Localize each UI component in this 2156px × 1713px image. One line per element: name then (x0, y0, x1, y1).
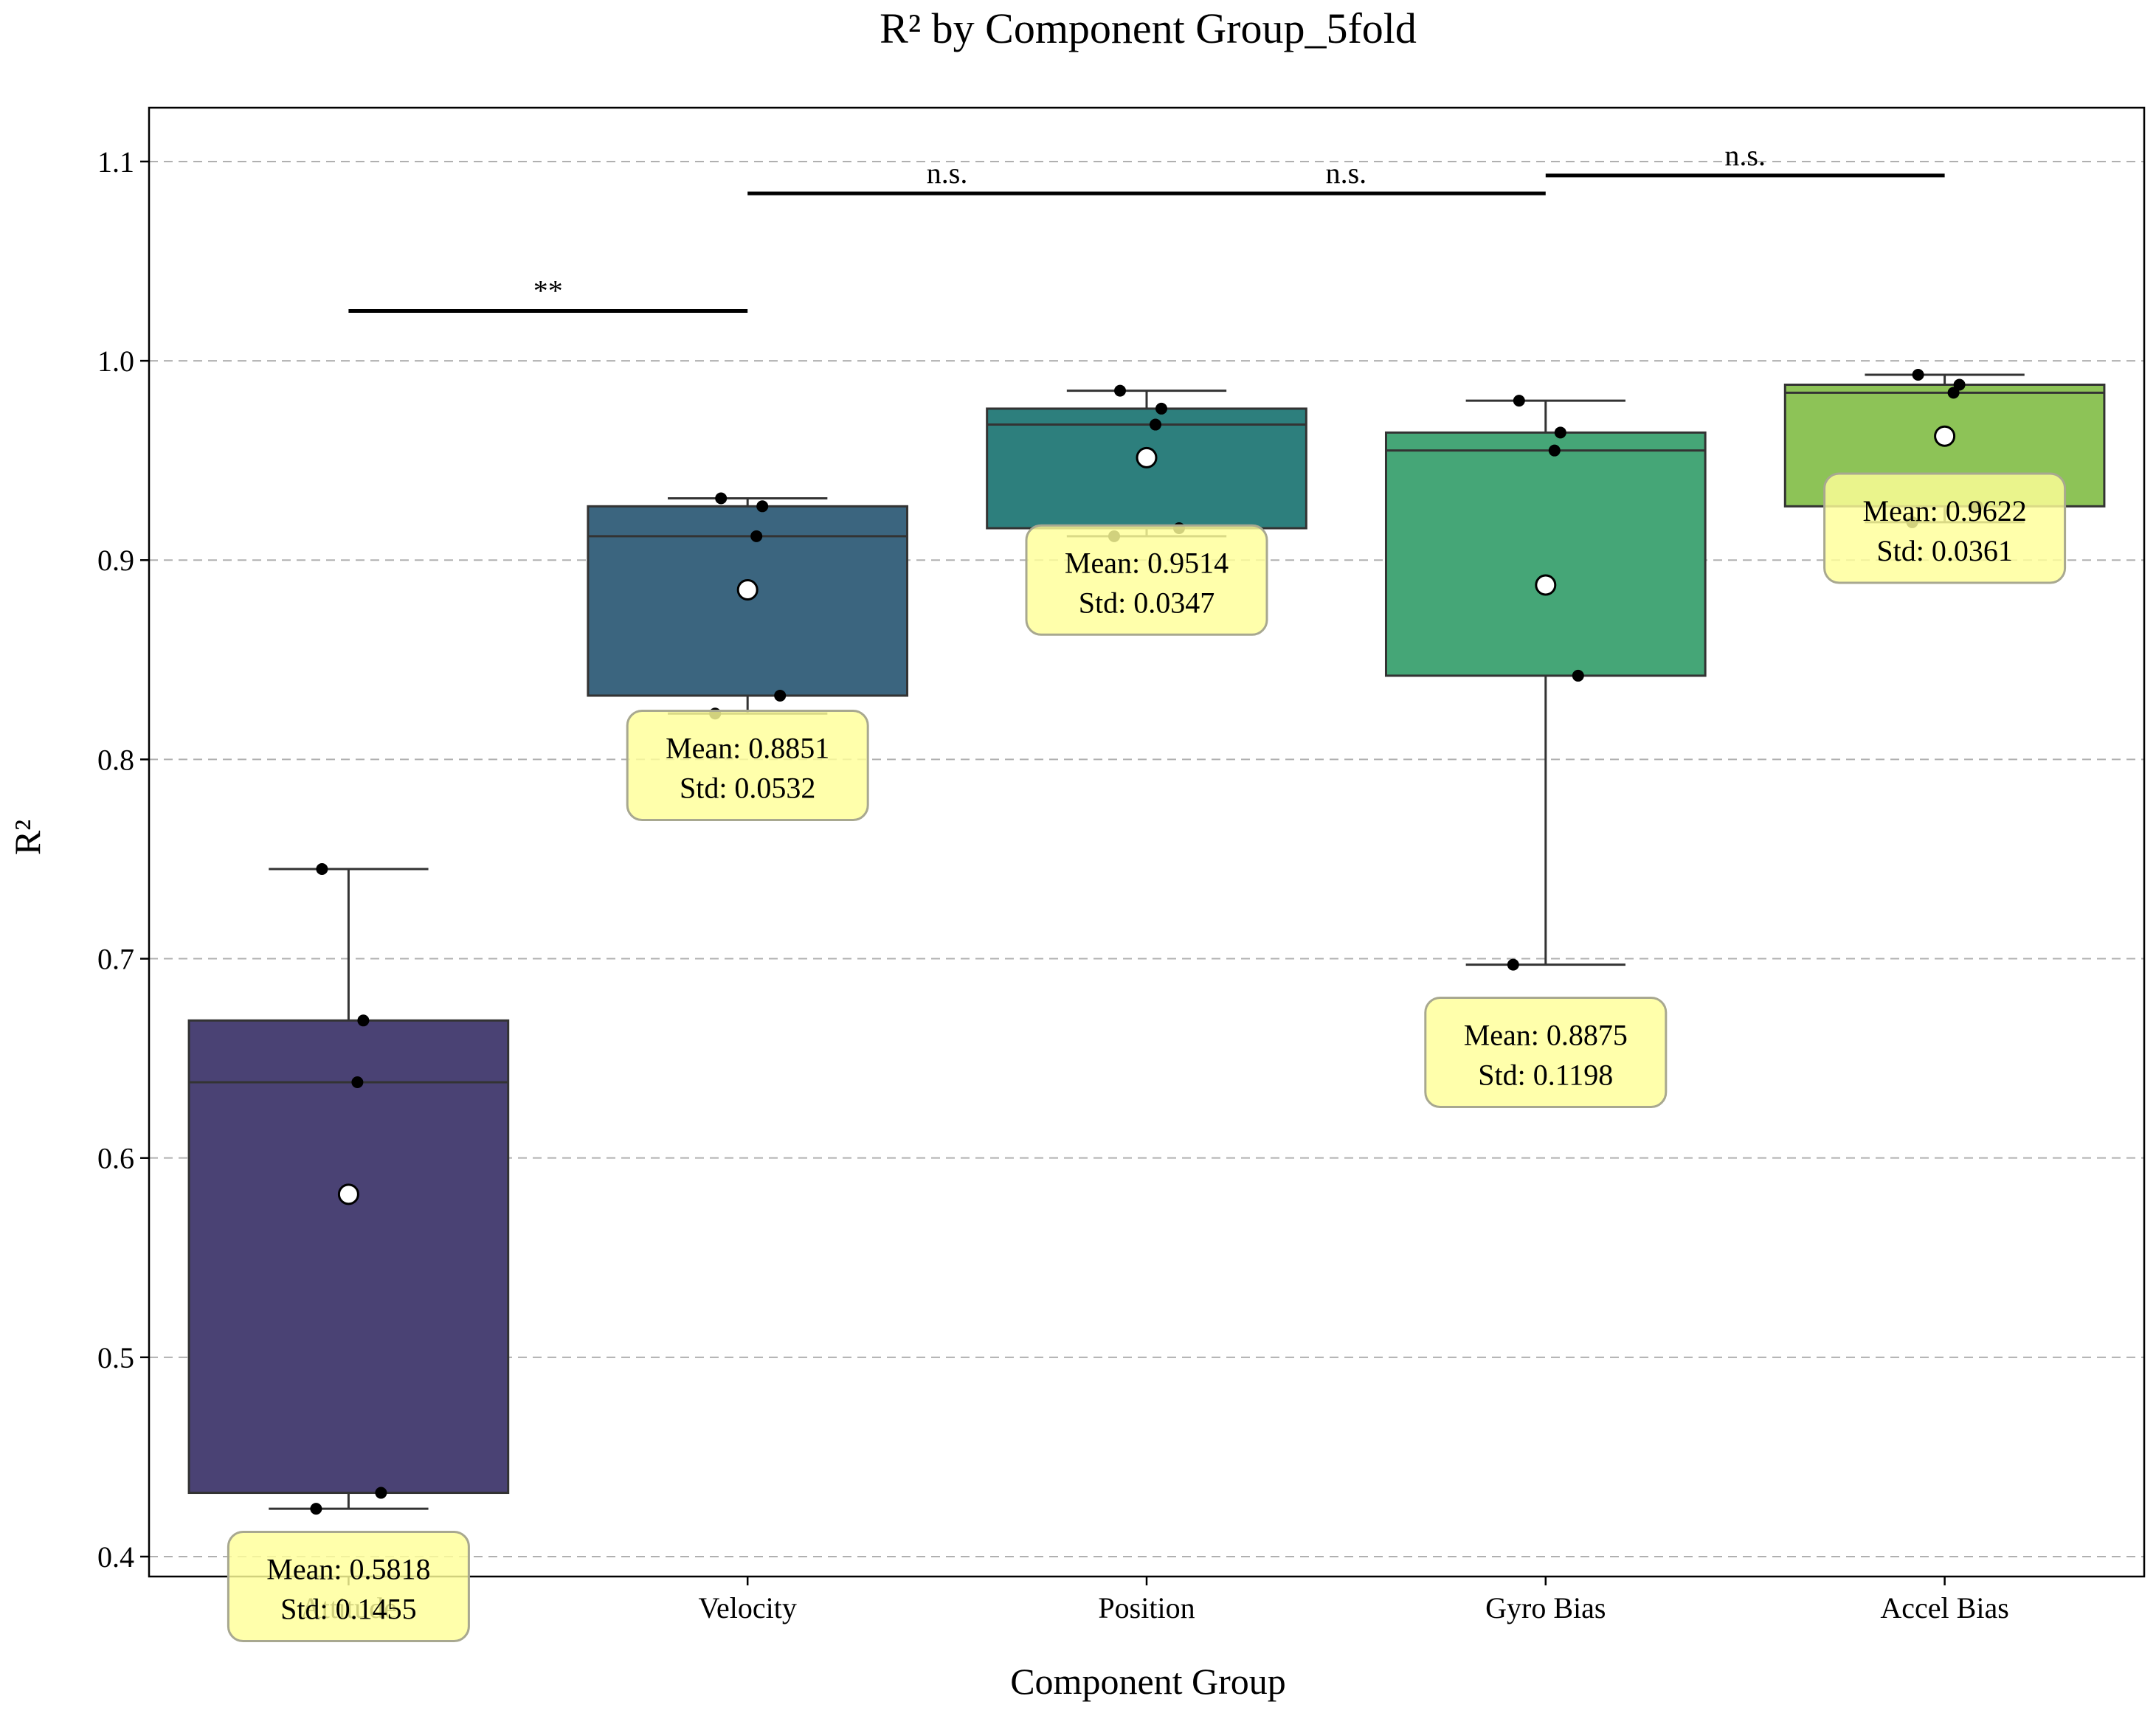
annotation-box (1823, 472, 2067, 584)
annotation-box (1424, 997, 1668, 1109)
significance-brackets: ** n.s. n.s. n.s. (348, 139, 1945, 314)
stats-annotation: Mean: 0.5818 Std: 0.1455 (227, 1531, 470, 1643)
annotation-box (227, 1531, 470, 1643)
significance-label: ** (533, 274, 563, 308)
mean-label: Mean: 0.9622 (1863, 494, 2027, 527)
mean-marker (1136, 446, 1158, 468)
stats-annotation: Mean: 0.9514 Std: 0.0347 (1025, 524, 1268, 636)
y-tick-label: 0.9 (97, 544, 134, 577)
significance-label: n.s. (1326, 156, 1367, 190)
annotation-box (1025, 524, 1268, 636)
x-axis-title: Component Group (1010, 1661, 1286, 1702)
box-group-position (986, 384, 1307, 542)
stats-annotation: Mean: 0.8851 Std: 0.0532 (626, 709, 869, 821)
box-group-gyro-bias (1384, 395, 1707, 971)
y-axis-title: R² (7, 820, 48, 855)
data-point (1548, 444, 1561, 457)
mean-label: Mean: 0.8851 (666, 731, 829, 764)
mean-label: Mean: 0.8875 (1464, 1019, 1628, 1052)
data-point (375, 1487, 387, 1499)
y-tick-label: 0.8 (97, 743, 134, 776)
y-tick-label: 0.7 (97, 943, 134, 976)
annotation-box (626, 709, 869, 821)
box-iqr (986, 407, 1307, 530)
std-label: Std: 0.1198 (1478, 1059, 1613, 1092)
std-label: Std: 0.0532 (680, 771, 815, 804)
box-iqr (587, 505, 909, 697)
x-tick-label: Position (1098, 1591, 1195, 1624)
mean-marker (1535, 574, 1557, 596)
data-point (1150, 418, 1161, 431)
mean-marker (337, 1183, 359, 1205)
y-tick-label: 1.0 (97, 345, 134, 378)
std-label: Std: 0.1455 (280, 1593, 416, 1626)
data-point (1572, 669, 1584, 682)
box-iqr (187, 1019, 510, 1495)
data-point (1155, 402, 1167, 415)
data-point (351, 1076, 364, 1089)
mean-marker (736, 578, 759, 601)
y-tick-label: 0.6 (97, 1142, 134, 1175)
data-point (1513, 395, 1525, 407)
significance-label: n.s. (1724, 139, 1766, 172)
annotation-boxes: Mean: 0.5818 Std: 0.1455 Mean: 0.8851 Std: … (227, 472, 2067, 1643)
stats-annotation: Mean: 0.8875 Std: 0.1198 (1424, 997, 1668, 1109)
chart-title: R² by Component Group_5fold (880, 4, 1417, 52)
mean-label: Mean: 0.5818 (266, 1553, 430, 1586)
x-tick-label: Velocity (699, 1591, 797, 1624)
data-point (357, 1014, 370, 1027)
data-point (750, 530, 763, 542)
data-point (756, 500, 769, 513)
data-point (715, 492, 728, 505)
mean-marker (1934, 425, 1956, 447)
data-point (1947, 387, 1960, 399)
data-point (1507, 958, 1519, 971)
box-group-velocity (587, 492, 909, 720)
box-group-attitude (187, 862, 510, 1515)
box-iqr (1384, 431, 1707, 677)
data-point (1114, 384, 1126, 397)
std-label: Std: 0.0347 (1079, 586, 1215, 619)
box-series (187, 369, 2106, 1515)
data-point (310, 1503, 322, 1515)
x-tick-label: Gyro Bias (1485, 1591, 1606, 1624)
data-point (316, 862, 328, 875)
y-tick-label: 0.5 (97, 1341, 134, 1374)
data-point (774, 689, 787, 702)
data-point (1554, 426, 1566, 439)
mean-label: Mean: 0.9514 (1065, 546, 1229, 579)
std-label: Std: 0.0361 (1876, 534, 2012, 567)
y-tick-label: 0.4 (97, 1540, 134, 1574)
significance-label: n.s. (927, 156, 968, 190)
y-tick-label: 1.1 (97, 145, 134, 179)
x-tick-label: Accel Bias (1880, 1591, 2008, 1624)
stats-annotation: Mean: 0.9622 Std: 0.0361 (1823, 472, 2067, 584)
data-point (1912, 369, 1924, 381)
